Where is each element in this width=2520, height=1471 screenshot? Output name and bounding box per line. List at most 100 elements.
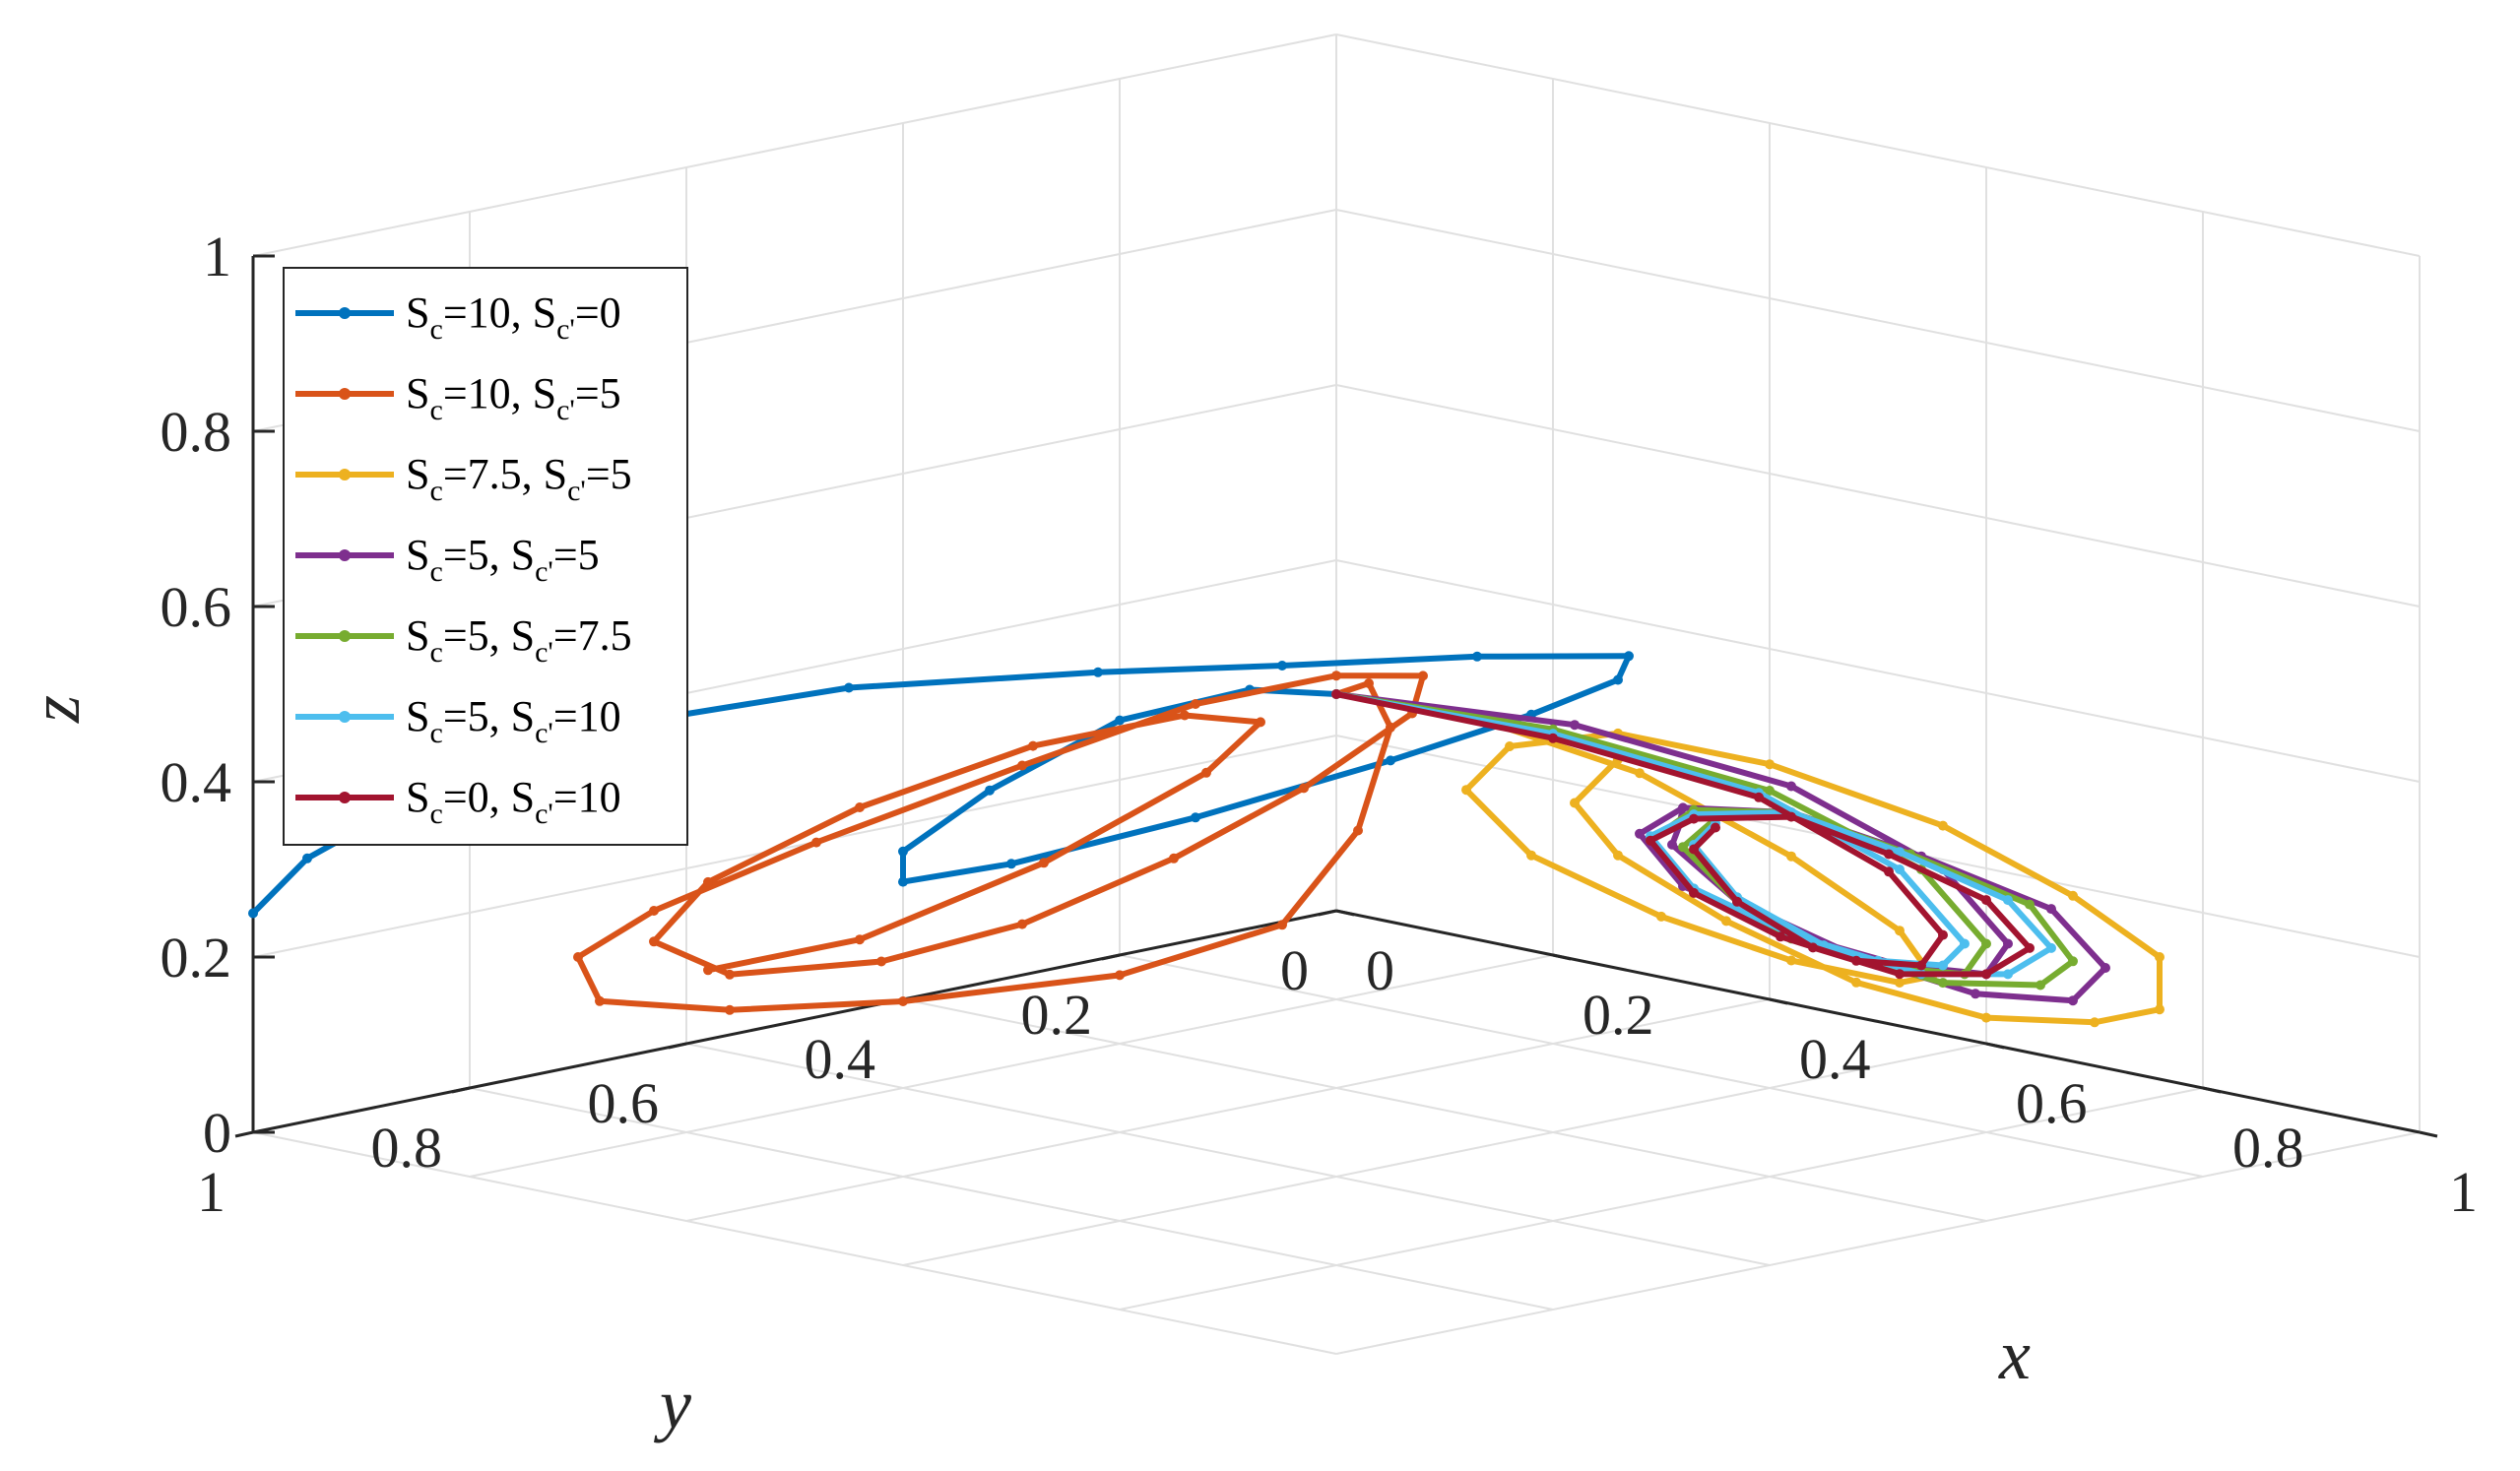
series-0-marker-19 bbox=[302, 853, 312, 863]
y-tick-5 bbox=[234, 1130, 254, 1138]
legend-label-4: Sc=5, Sc'=7.5 bbox=[406, 611, 632, 669]
x-tick-label-1: 0.2 bbox=[1583, 983, 1654, 1047]
series-1-marker-30 bbox=[855, 934, 865, 945]
series-3-marker-10 bbox=[1678, 802, 1688, 813]
series-line-2 bbox=[1333, 691, 2163, 1026]
legend-marker-3 bbox=[339, 549, 351, 561]
series-6-marker-4 bbox=[1938, 929, 1948, 940]
y-axis-label: y bbox=[653, 1365, 691, 1443]
series-1-marker-7 bbox=[725, 1004, 735, 1015]
z-tick-label-1: 0.2 bbox=[161, 926, 232, 990]
x-tick-4 bbox=[2202, 1086, 2222, 1094]
z-tick-label-3: 0.6 bbox=[161, 575, 232, 639]
series-0-marker-14 bbox=[1093, 667, 1103, 677]
series-5-marker-13 bbox=[2003, 895, 2013, 906]
series-1-marker-8 bbox=[595, 995, 605, 1006]
series-6-marker-20 bbox=[1711, 822, 1720, 833]
series-5-marker-14 bbox=[2046, 942, 2056, 953]
legend-label-5: Sc=5, Sc'=10 bbox=[406, 692, 621, 749]
series-2-marker-21 bbox=[1721, 916, 1731, 927]
series-2-marker-9 bbox=[1526, 850, 1536, 861]
x-tick-label-2: 0.4 bbox=[1799, 1027, 1871, 1091]
series-6-marker-5 bbox=[1916, 960, 1926, 971]
x-tick-2 bbox=[1769, 997, 1788, 1005]
tick-labels: 00.20.40.60.8100.20.40.60.8100.20.40.60.… bbox=[161, 224, 2479, 1224]
series-6-marker-8 bbox=[1689, 887, 1699, 898]
series-1-marker-4 bbox=[1277, 920, 1287, 930]
y-tick-label-0: 0 bbox=[1280, 938, 1309, 1002]
series-0-marker-15 bbox=[844, 682, 854, 693]
z-axis-label: z bbox=[16, 695, 95, 724]
series-2-marker-20 bbox=[1851, 977, 1861, 988]
series-2-marker-6 bbox=[1895, 978, 1905, 988]
series-1-marker-6 bbox=[898, 996, 908, 1006]
series-1-marker-21 bbox=[725, 969, 735, 980]
grid-floor-y-2 bbox=[902, 998, 1987, 1222]
y-tick-0 bbox=[1318, 909, 1337, 917]
series-0-marker-10 bbox=[1613, 674, 1623, 685]
series-0-marker-3 bbox=[985, 785, 995, 796]
grid-floor-y-4 bbox=[469, 1087, 1554, 1311]
grid-wallx-z-5 bbox=[252, 33, 1337, 257]
grid-floor-x-1 bbox=[469, 954, 1554, 1178]
y-tick-4 bbox=[451, 1086, 471, 1094]
series-2-marker-2 bbox=[1635, 768, 1645, 779]
legend-label-0: Sc=10, Sc'=0 bbox=[406, 288, 621, 346]
series-6-marker-15 bbox=[1981, 969, 1991, 980]
grid-wallx-z-1 bbox=[252, 735, 1337, 958]
axes bbox=[234, 254, 2438, 1138]
series-2-marker-8 bbox=[1656, 911, 1666, 922]
series-1-marker-5 bbox=[1115, 970, 1125, 981]
grid-floor-x-3 bbox=[902, 1043, 1987, 1266]
series-2-marker-10 bbox=[1461, 785, 1471, 796]
grid-wally-z-3 bbox=[1335, 384, 2421, 608]
y-tick-label-3: 0.6 bbox=[588, 1071, 660, 1135]
z-tick-label-0: 0 bbox=[203, 1101, 231, 1165]
series-3-marker-16 bbox=[1971, 989, 1980, 999]
series-2-marker-14 bbox=[1938, 820, 1948, 831]
series-3-marker-1 bbox=[1570, 720, 1580, 731]
series-2-marker-19 bbox=[1981, 1012, 1991, 1023]
series-4-marker-19 bbox=[1678, 842, 1688, 853]
series-4-marker-16 bbox=[1938, 978, 1948, 989]
series-0-marker-7 bbox=[1191, 812, 1200, 823]
y-tick-label-1: 0.2 bbox=[1021, 983, 1093, 1047]
legend-marker-5 bbox=[339, 711, 351, 723]
series-1-marker-10 bbox=[649, 906, 659, 916]
series-1-marker-31 bbox=[703, 965, 713, 976]
series-1-marker-29 bbox=[1039, 858, 1049, 868]
series-3-marker-2 bbox=[1786, 781, 1796, 792]
series-5-marker-4 bbox=[1960, 938, 1970, 949]
series-6-marker-11 bbox=[1786, 811, 1796, 822]
grid-floor-y-5 bbox=[252, 1131, 1337, 1355]
grid-floor-y-3 bbox=[685, 1043, 1771, 1266]
series-4-marker-2 bbox=[1765, 786, 1775, 796]
legend: Sc=10, Sc'=0 Sc=10, Sc'=5 Sc=7.5, Sc'=5 Sc=… bbox=[283, 267, 688, 846]
series-1-marker-24 bbox=[855, 802, 865, 812]
series-6-marker-6 bbox=[1851, 955, 1861, 966]
y-axis-line bbox=[252, 909, 1337, 1134]
series-1-marker-19 bbox=[1017, 919, 1027, 929]
series-5-marker-3 bbox=[1895, 864, 1905, 874]
grid-wally-z-5 bbox=[1335, 33, 2421, 257]
x-tick-label-3: 0.6 bbox=[2016, 1071, 2088, 1135]
series-2-marker-4 bbox=[1895, 926, 1905, 936]
series-4-marker-4 bbox=[1981, 938, 1991, 949]
series-2-marker-23 bbox=[1570, 798, 1580, 808]
series-4-marker-13 bbox=[2025, 899, 2035, 910]
series-6-marker-18 bbox=[1732, 896, 1742, 907]
series-1-marker-2 bbox=[1386, 722, 1395, 733]
x-tick-5 bbox=[2419, 1130, 2438, 1138]
legend-label-6: Sc=0, Sc'=10 bbox=[406, 773, 621, 830]
series-2-marker-3 bbox=[1786, 851, 1796, 862]
series-3-marker-13 bbox=[2046, 904, 2056, 915]
series-5-marker-5 bbox=[1938, 960, 1948, 971]
series-6-marker-0 bbox=[1331, 689, 1341, 699]
series-6-marker-16 bbox=[1895, 969, 1905, 980]
series-2-marker-7 bbox=[1786, 955, 1796, 966]
series-1-marker-9 bbox=[573, 952, 583, 962]
series-6-marker-9 bbox=[1646, 835, 1655, 846]
series-2-marker-22 bbox=[1613, 850, 1623, 861]
series-1-marker-13 bbox=[1191, 699, 1200, 709]
series-2-marker-18 bbox=[2090, 1017, 2100, 1028]
